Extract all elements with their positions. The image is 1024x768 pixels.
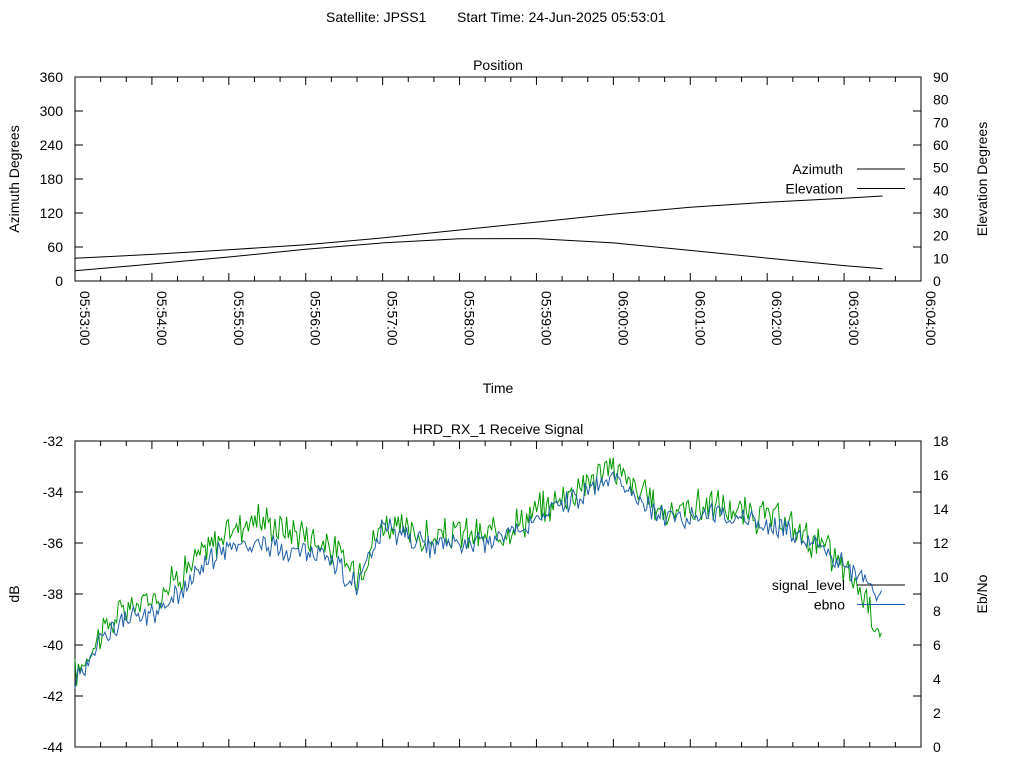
chart-title: Position bbox=[473, 57, 523, 73]
x-tick-label: 06:02:00 bbox=[769, 291, 785, 346]
y2-axis-label: Elevation Degrees bbox=[974, 122, 990, 236]
x-tick-label: 05:58:00 bbox=[462, 291, 478, 346]
y2-tick-label: 10 bbox=[933, 250, 949, 266]
receive-signal-chart: HRD_RX_1 Receive Signal -44 -42 -40 -38 -36 -3… bbox=[6, 421, 990, 755]
x-tick-label: 05:57:00 bbox=[385, 291, 401, 346]
y-tick-label: 240 bbox=[40, 137, 64, 153]
y2-tick-label: 8 bbox=[933, 603, 941, 619]
legend-label-elevation: Elevation bbox=[785, 181, 843, 197]
y-axis-label: Azimuth Degrees bbox=[6, 125, 22, 232]
y2-tick-label: 4 bbox=[933, 671, 941, 687]
y-tick-label: -42 bbox=[43, 688, 63, 704]
y2-tick-label: 0 bbox=[933, 273, 941, 289]
series-line-ebno bbox=[75, 472, 882, 688]
plot-frame bbox=[75, 77, 921, 281]
y-tick-label: -40 bbox=[43, 637, 63, 653]
x-tick-label: 05:54:00 bbox=[154, 291, 170, 346]
x-tick-label: 05:56:00 bbox=[308, 291, 324, 346]
x-tick-label: 05:55:00 bbox=[231, 291, 247, 346]
y2-tick-label: 10 bbox=[933, 569, 949, 585]
y2-tick-label: 90 bbox=[933, 69, 949, 85]
y-tick-label: 60 bbox=[47, 239, 63, 255]
y2-axis-label: Eb/No bbox=[974, 574, 990, 613]
legend-label-ebno: ebno bbox=[814, 597, 845, 613]
x-tick-label: 05:53:00 bbox=[77, 291, 93, 346]
y2-tick-label: 18 bbox=[933, 433, 949, 449]
series-line-signal-level bbox=[75, 458, 882, 686]
y-axis-label: dB bbox=[6, 585, 22, 602]
x-tick-label: 06:03:00 bbox=[846, 291, 862, 346]
y-tick-label: 300 bbox=[40, 103, 64, 119]
chart-title: HRD_RX_1 Receive Signal bbox=[413, 421, 583, 437]
y2-tick-label: 20 bbox=[933, 228, 949, 244]
plot-frame bbox=[75, 441, 921, 747]
y2-tick-label: 80 bbox=[933, 92, 949, 108]
series-line-azimuth bbox=[75, 196, 883, 258]
y-tick-label: 0 bbox=[55, 273, 63, 289]
y-tick-label: 120 bbox=[40, 205, 64, 221]
y2-tick-label: 16 bbox=[933, 467, 949, 483]
legend-label-signal-level: signal_level bbox=[772, 577, 845, 593]
y-tick-label: 180 bbox=[40, 171, 64, 187]
y-tick-label: -34 bbox=[43, 484, 63, 500]
y2-tick-label: 2 bbox=[933, 705, 941, 721]
series-line-elevation bbox=[75, 239, 883, 271]
y2-tick-label: 0 bbox=[933, 739, 941, 755]
y2-tick-label: 30 bbox=[933, 205, 949, 221]
y-tick-label: -36 bbox=[43, 535, 63, 551]
y2-tick-label: 50 bbox=[933, 160, 949, 176]
y-tick-label: -38 bbox=[43, 586, 63, 602]
x-tick-label: 06:00:00 bbox=[615, 291, 631, 346]
y-tick-label: -44 bbox=[43, 739, 63, 755]
x-tick-label: 05:59:00 bbox=[538, 291, 554, 346]
y2-tick-label: 14 bbox=[933, 501, 949, 517]
y2-tick-label: 40 bbox=[933, 182, 949, 198]
x-tick-label: 06:04:00 bbox=[923, 291, 939, 346]
position-chart: Position 0 60 120 180 240 300 360 0 10 20 30 40 50 60 7… bbox=[6, 57, 990, 396]
y2-tick-label: 70 bbox=[933, 114, 949, 130]
y-tick-label: -32 bbox=[43, 433, 63, 449]
y2-tick-label: 12 bbox=[933, 535, 949, 551]
y-tick-label: 360 bbox=[40, 69, 64, 85]
x-tick-label: 06:01:00 bbox=[692, 291, 708, 346]
legend-label-azimuth: Azimuth bbox=[792, 161, 843, 177]
y2-tick-label: 6 bbox=[933, 637, 941, 653]
x-axis-label: Time bbox=[483, 380, 514, 396]
y2-tick-label: 60 bbox=[933, 137, 949, 153]
